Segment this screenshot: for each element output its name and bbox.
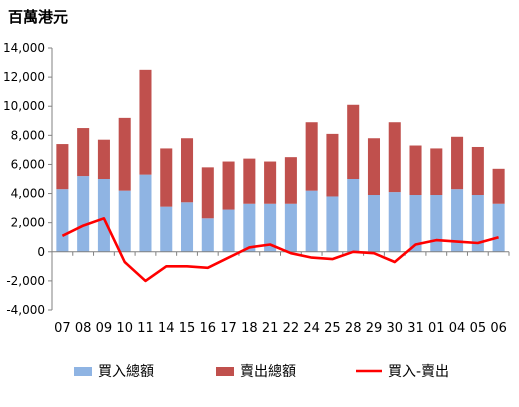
- bar-buy: [347, 179, 360, 252]
- x-tick-label: 17: [220, 321, 237, 336]
- y-tick-label: -2,000: [6, 274, 45, 288]
- x-tick-label: 01: [428, 321, 445, 336]
- bar-sell: [409, 145, 422, 196]
- bar-sell: [201, 167, 214, 219]
- x-tick-label: 05: [470, 321, 487, 336]
- bar-sell: [77, 128, 90, 177]
- bar-sell: [367, 138, 381, 196]
- bar-sell: [305, 122, 318, 191]
- x-tick-label: 25: [324, 321, 341, 336]
- bar-sell: [451, 136, 464, 190]
- bar-buy: [139, 174, 152, 252]
- bar-buy: [492, 203, 505, 252]
- bar-sell: [222, 161, 235, 210]
- bar-sell: [471, 146, 484, 196]
- bar-buy: [409, 195, 422, 252]
- bar-sell: [284, 157, 297, 204]
- x-tick-label: 10: [116, 321, 133, 336]
- x-tick-label: 04: [449, 321, 466, 336]
- x-tick-label: 18: [241, 321, 258, 336]
- bar-buy: [118, 190, 131, 252]
- x-tick-label: 16: [200, 321, 217, 336]
- bar-buy: [264, 203, 277, 252]
- x-tick-label: 31: [407, 321, 424, 336]
- x-tick-label: 14: [158, 321, 175, 336]
- x-tick-label: 22: [283, 321, 300, 336]
- x-tick-label: 30: [386, 321, 403, 336]
- bar-sell: [388, 122, 401, 193]
- net-line: [61, 217, 499, 283]
- y-tick-label: 2,000: [11, 216, 45, 230]
- bar-buy: [471, 195, 484, 252]
- bar-buy: [180, 202, 194, 252]
- x-tick-label: 08: [75, 321, 92, 336]
- x-tick-label: 29: [366, 321, 383, 336]
- bar-buy: [201, 218, 214, 252]
- bar-buy: [56, 189, 69, 252]
- x-tick-label: 07: [54, 321, 71, 336]
- bar-buy: [367, 195, 381, 252]
- bar-buy: [77, 176, 90, 252]
- bar-sell: [139, 69, 152, 175]
- y-tick-label: 6,000: [11, 157, 45, 171]
- x-tick-label: 06: [490, 321, 507, 336]
- bar-sell: [180, 138, 194, 203]
- x-tick-label: 24: [303, 321, 320, 336]
- bar-buy: [97, 179, 110, 252]
- x-tick-label: 15: [179, 321, 196, 336]
- bar-sell: [347, 104, 360, 179]
- bar-buy: [451, 189, 464, 252]
- y-tick-label: 12,000: [3, 70, 45, 84]
- y-tick-label: 10,000: [3, 99, 45, 113]
- bar-buy: [326, 196, 339, 252]
- bar-sell: [56, 144, 69, 190]
- y-tick-label: 4,000: [11, 187, 45, 201]
- y-tick-label: 14,000: [3, 41, 45, 55]
- x-tick-label: 21: [262, 321, 279, 336]
- x-tick-label: 28: [345, 321, 362, 336]
- bar-buy: [160, 206, 173, 252]
- bar-sell: [118, 117, 131, 191]
- bar-buy: [388, 192, 401, 252]
- bar-sell: [264, 161, 277, 204]
- bar-sell: [326, 133, 339, 197]
- legend-sell-swatch: [216, 367, 234, 376]
- bar-buy: [305, 190, 318, 252]
- x-tick-label: 09: [96, 321, 113, 336]
- bar-sell: [430, 148, 443, 196]
- bar-sell: [492, 168, 505, 204]
- bar-sell: [243, 158, 256, 204]
- legend-net-label: 買入-賣出: [388, 364, 449, 380]
- x-tick-label: 11: [137, 321, 154, 336]
- chart-title: 百萬港元: [8, 8, 69, 26]
- bar-sell: [160, 148, 173, 207]
- bar-buy: [284, 203, 297, 252]
- y-tick-label: 8,000: [11, 128, 45, 142]
- legend-buy-label: 買入總額: [98, 363, 154, 380]
- y-tick-label: -4,000: [6, 303, 45, 317]
- y-tick-label: 0: [37, 245, 45, 259]
- legend-buy-swatch: [74, 367, 92, 376]
- bar-buy: [222, 209, 235, 252]
- legend-sell-label: 賣出總額: [240, 363, 296, 380]
- bar-buy: [243, 203, 256, 252]
- bar-sell: [97, 139, 110, 179]
- bar-buy: [430, 195, 443, 252]
